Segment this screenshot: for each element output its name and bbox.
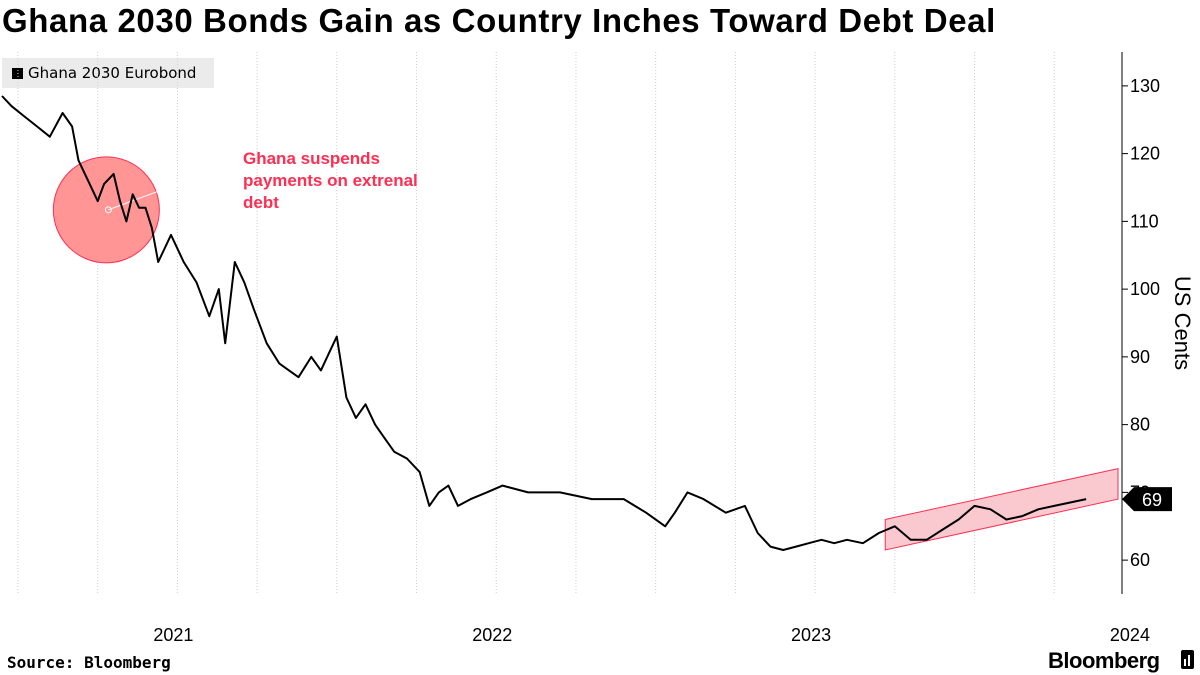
labels: Ghana suspends payments on extrenal debt 69 bbox=[243, 149, 1172, 512]
y-tick-label: 60 bbox=[1130, 550, 1150, 570]
chart-title: Ghana 2030 Bonds Gain as Country Inches … bbox=[2, 2, 996, 39]
x-tick-label: 2022 bbox=[472, 625, 512, 645]
x-tick-label: 2021 bbox=[153, 625, 193, 645]
annotation-leader bbox=[108, 167, 222, 211]
y-tick-label: 80 bbox=[1130, 415, 1150, 435]
legend: Ghana 2030 Eurobond bbox=[2, 58, 214, 88]
y-tick-label: 120 bbox=[1130, 144, 1160, 164]
y-tick-label: 110 bbox=[1130, 211, 1159, 231]
event-highlight-circle bbox=[52, 156, 160, 264]
x-tick-label: 2023 bbox=[791, 625, 831, 645]
annotation-text: Ghana suspends payments on extrenal debt bbox=[243, 149, 418, 212]
annotation-dot bbox=[104, 206, 112, 214]
y-tick-label: 90 bbox=[1130, 347, 1150, 367]
series-lines bbox=[1, 95, 1087, 551]
y-tick-label: 100 bbox=[1130, 279, 1160, 299]
y-tick-label: 130 bbox=[1130, 76, 1160, 96]
grid-lines bbox=[17, 52, 1055, 594]
trend-channel-band bbox=[884, 468, 1119, 551]
event-highlight bbox=[52, 156, 222, 264]
x-tick-label: 2024 bbox=[1110, 625, 1150, 645]
legend-label: Ghana 2030 Eurobond bbox=[28, 64, 197, 82]
source-note: Source: Bloomberg bbox=[7, 653, 171, 672]
bloomberg-bars-icon bbox=[1181, 650, 1194, 669]
last-value-badge bbox=[1122, 487, 1172, 512]
brand-logo: Bloomberg bbox=[1048, 648, 1160, 673]
axes: 60708090100110120130US Cents202120222023… bbox=[153, 52, 1195, 645]
last-value-label: 69 bbox=[1142, 490, 1162, 510]
series-line bbox=[1, 95, 1087, 551]
trend-channel bbox=[884, 468, 1119, 551]
y-axis-title: US Cents bbox=[1170, 276, 1195, 370]
